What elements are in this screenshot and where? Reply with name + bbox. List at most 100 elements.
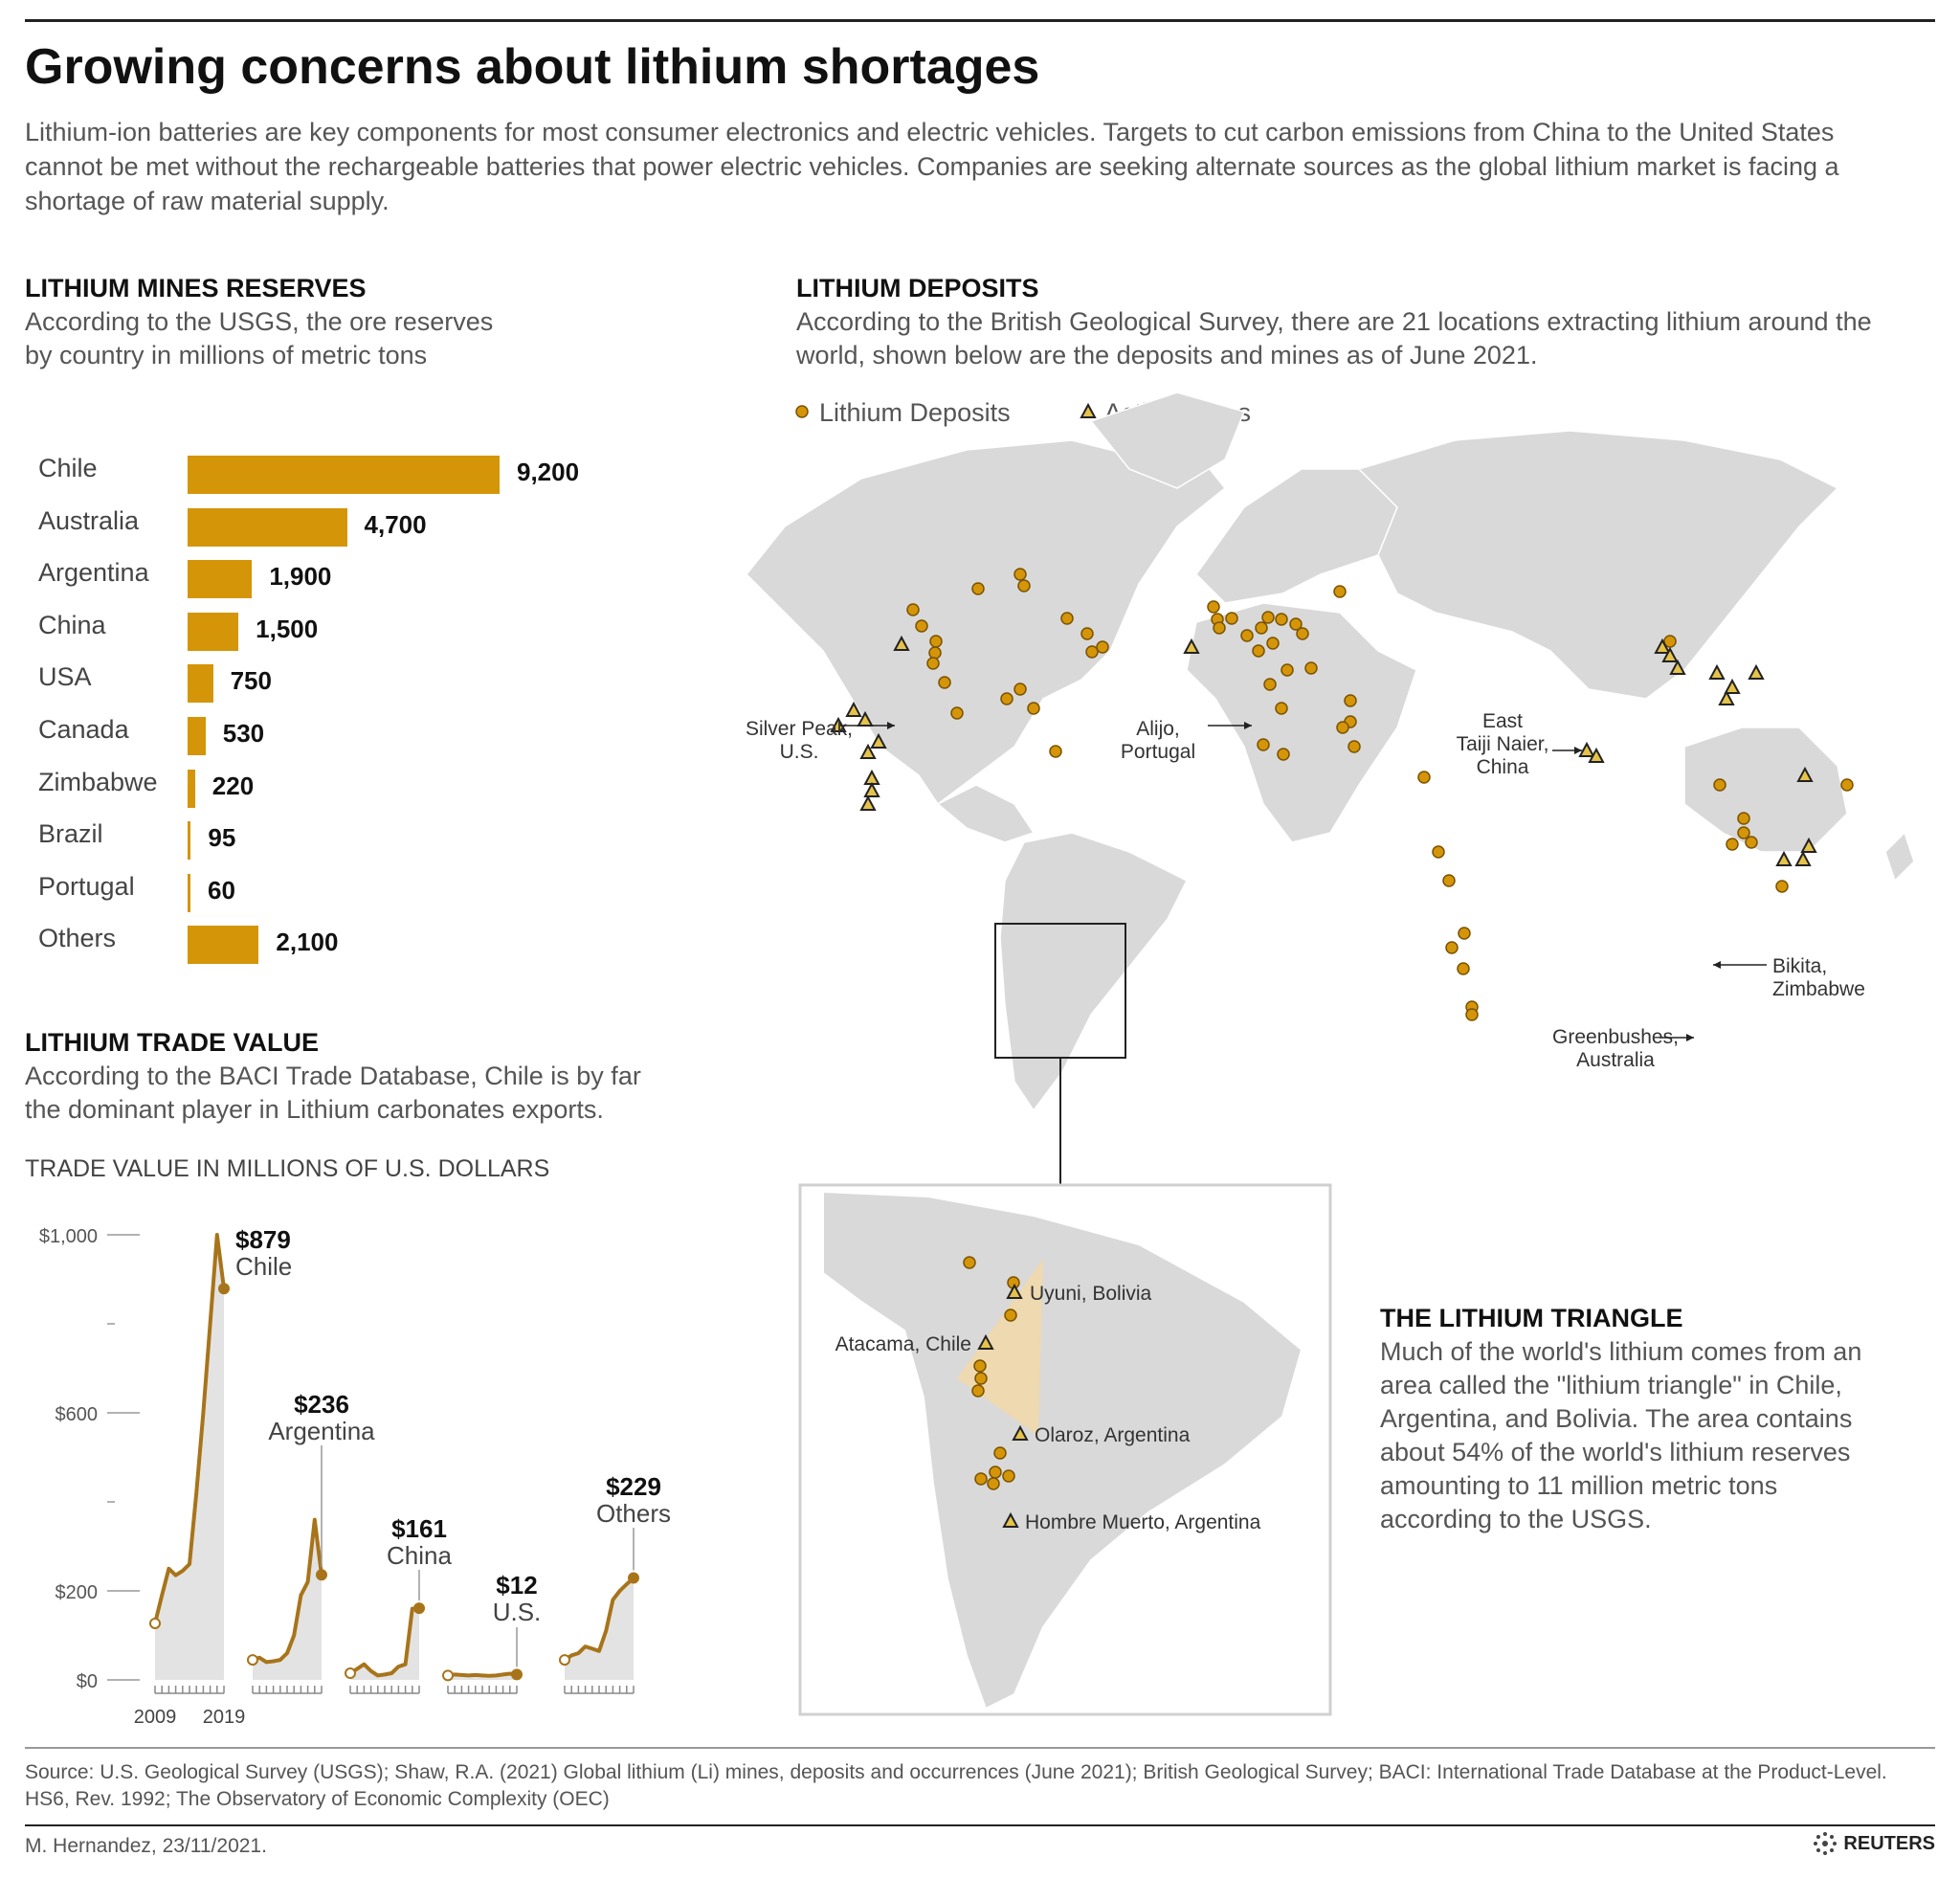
x-label-2009: 2009: [134, 1707, 177, 1728]
mine-marker: [1718, 689, 1735, 705]
deposit-marker: [1017, 579, 1031, 593]
callout-arrowhead-alijo: [1244, 722, 1252, 729]
bar-label-brazil: Brazil: [38, 819, 103, 849]
reserves-heading: LITHIUM MINES RESERVES: [25, 274, 367, 302]
value-label-china: $161: [391, 1514, 447, 1543]
deposit-marker: [926, 657, 940, 670]
byline: M. Hernandez, 23/11/2021.: [25, 1835, 267, 1857]
legend-deposits-label: Lithium Deposits: [819, 398, 1011, 427]
reuters-logo-icon: [1814, 1832, 1838, 1855]
reuters-logo: REUTERS: [1813, 1831, 1935, 1856]
inset-mine-uyuni: [1006, 1283, 1023, 1299]
inset-deposit-marker: [1002, 1469, 1015, 1483]
callout-bikita-line: Zimbabwe: [1772, 978, 1865, 1000]
area-argentina: [253, 1519, 322, 1680]
line-argentina: [252, 1517, 323, 1665]
inset-deposit-marker: [1004, 1309, 1017, 1322]
bar-value-australia: 4,700: [364, 509, 427, 539]
central-america-shape: [936, 784, 1036, 843]
start-point-others: [559, 1654, 570, 1666]
end-point-argentina: [316, 1569, 327, 1581]
deposit-marker: [1281, 663, 1294, 677]
reserves-subtitle: According to the USGS, the ore reserves …: [25, 307, 494, 369]
deposit-marker: [1263, 678, 1277, 691]
triangle-heading: THE LITHIUM TRIANGLE: [1380, 1304, 1683, 1332]
new-zealand-shape: [1884, 831, 1915, 883]
y-tick-label-600: $600: [56, 1404, 99, 1425]
value-label-others: $229: [606, 1472, 661, 1501]
bar-label-canada: Canada: [38, 715, 129, 744]
deposit-marker: [1261, 611, 1275, 624]
deposit-marker: [1027, 702, 1040, 715]
series-label-u-s: U.S.: [493, 1598, 542, 1626]
y-tick-label-200: $200: [56, 1582, 99, 1603]
bar-value-others: 2,100: [276, 928, 339, 957]
mine-marker: [1794, 850, 1812, 866]
mine-marker: [1796, 766, 1814, 782]
deposit-marker: [1726, 838, 1739, 851]
callout-alijo-line: Portugal: [1121, 741, 1195, 763]
deposit-marker: [929, 635, 943, 648]
end-point-china: [413, 1602, 425, 1615]
deposit-marker: [1445, 941, 1459, 954]
africa-shape: [1186, 602, 1417, 843]
deposit-marker: [1013, 682, 1027, 696]
series-label-china: China: [387, 1541, 452, 1570]
bar-label-chile: Chile: [38, 454, 98, 482]
start-point-u-s: [442, 1669, 454, 1682]
bar-china: [188, 612, 239, 651]
x-label-2019: 2019: [203, 1707, 246, 1728]
europe-shape: [1195, 468, 1398, 604]
deposit-marker: [1458, 927, 1471, 940]
line-chile: [153, 1233, 226, 1624]
trade-heading: LITHIUM TRADE VALUE: [25, 1028, 319, 1057]
deposits-heading: LITHIUM DEPOSITS: [796, 274, 1039, 302]
deposit-marker: [1013, 568, 1027, 581]
trade-subtitle: According to the BACI Trade Database, Ch…: [25, 1062, 641, 1124]
inset-deposit-marker: [993, 1446, 1007, 1460]
bar-usa: [188, 664, 213, 704]
bar-canada: [188, 717, 206, 755]
callout-east-taiji-line: Taiji Naier,: [1457, 733, 1549, 755]
deposit-marker: [1465, 1008, 1479, 1021]
value-label-u-s: $12: [496, 1571, 537, 1599]
bar-zimbabwe: [188, 769, 195, 808]
deposit-marker: [1737, 812, 1750, 825]
south-america-shape: [999, 832, 1189, 1112]
mine-marker: [870, 732, 887, 749]
callout-arrowhead-greenbushes: [1686, 1034, 1694, 1041]
top-rule: [25, 19, 1935, 22]
bar-label-others: Others: [38, 924, 117, 953]
callout-greenbushes-line: Australia: [1576, 1049, 1655, 1071]
end-point-chile: [218, 1283, 230, 1295]
y-tick-label-0: $0: [77, 1671, 98, 1692]
lithium-triangle-inset: Uyuni, Bolivia Atacama, Chile Olaroz, Arge…: [798, 1183, 1332, 1716]
inset-deposit-marker: [971, 1384, 985, 1398]
inset-deposit-marker: [989, 1465, 1002, 1479]
end-point-others: [628, 1572, 639, 1584]
deposit-marker: [950, 706, 964, 720]
mine-marker: [893, 635, 910, 651]
deposit-marker: [971, 582, 985, 595]
legend-deposit-dot: [795, 405, 809, 418]
deposit-marker: [1745, 836, 1758, 849]
callout-east-taiji-line: China: [1477, 756, 1529, 778]
deposit-marker: [1275, 613, 1288, 626]
mine-marker: [845, 701, 862, 717]
start-point-china: [345, 1667, 356, 1680]
mine-marker: [859, 743, 877, 759]
end-point-u-s: [511, 1668, 523, 1681]
bar-value-canada: 530: [222, 719, 265, 748]
callout-bikita-line: Bikita,: [1772, 955, 1827, 977]
deposit-marker: [1060, 612, 1074, 625]
footer-rule-top: [25, 1747, 1935, 1749]
inset-south-america: [822, 1190, 1303, 1711]
world-landmass: [745, 391, 1915, 1112]
bar-label-usa: USA: [38, 662, 92, 692]
deposit-marker: [1240, 629, 1254, 642]
deposits-subtitle: According to the British Geological Surv…: [796, 307, 1872, 369]
inset-mine-hombre-muerto: [1002, 1511, 1019, 1528]
eurasia-shape: [1357, 430, 1839, 700]
deposit-marker: [1344, 694, 1357, 707]
